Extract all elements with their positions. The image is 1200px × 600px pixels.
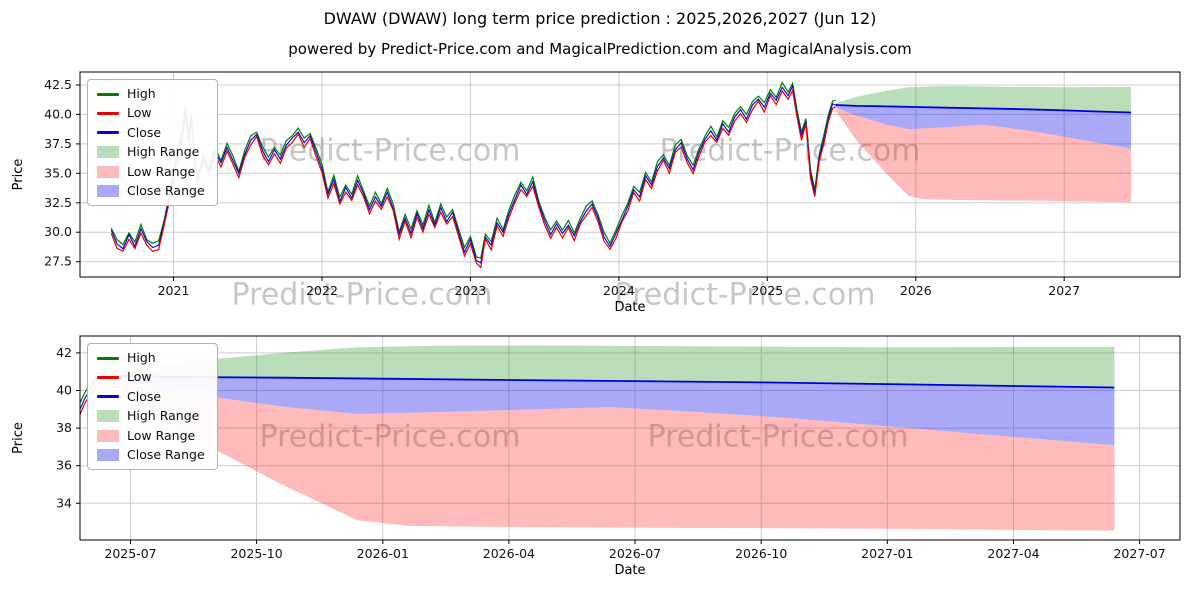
legend-line-swatch	[97, 376, 119, 380]
y-tick-label: 37.5	[44, 136, 72, 151]
top-chart-ticks	[76, 84, 1065, 281]
legend-patch-swatch	[97, 165, 119, 178]
bottom-chart-ticks	[76, 352, 1141, 544]
bottom-chart-series	[80, 345, 1115, 531]
legend-item-close-range: Close Range	[97, 182, 205, 198]
legend-item-high-range: High Range	[97, 408, 205, 424]
legend-item-label: Low Range	[127, 163, 196, 179]
x-tick-label: 2024	[603, 283, 635, 298]
y-tick-label: 34	[56, 495, 72, 510]
close-line-forecast	[110, 374, 1115, 389]
close-line-historical	[110, 84, 836, 264]
legend-patch-swatch	[97, 410, 119, 423]
legend-item-low: Low	[97, 105, 205, 121]
legend-item-label: Close	[127, 124, 162, 140]
page-subtitle: powered by Predict-Price.com and Magical…	[288, 40, 912, 58]
bottom-chart-ylabel: Price	[11, 422, 26, 454]
x-tick-label: 2027-01	[861, 546, 913, 561]
bottom-chart-grid	[80, 336, 1180, 540]
x-tick-label: 2026-07	[609, 546, 661, 561]
y-tick-label: 32.5	[44, 195, 72, 210]
legend-item-label: Low	[127, 369, 152, 385]
watermark-text: Predict-Price.com	[260, 134, 521, 169]
y-tick-label: 27.5	[44, 254, 72, 269]
high-line	[110, 81, 836, 259]
legend-patch-swatch	[97, 185, 119, 198]
x-tick-label: 2027	[1048, 283, 1080, 298]
y-tick-label: 36	[56, 458, 72, 473]
legend-patch-swatch	[97, 429, 119, 442]
y-tick-label: 38	[56, 420, 72, 435]
legend-item-label: High	[127, 86, 156, 101]
x-tick-label: 2022	[306, 283, 338, 298]
legend-item-high: High	[97, 350, 205, 365]
legend-line-swatch	[97, 112, 119, 116]
low-range-band	[110, 379, 1115, 531]
x-tick-label: 2025-10	[230, 546, 282, 561]
legend-item-close: Close	[97, 124, 205, 140]
x-tick-label: 2026-10	[735, 546, 787, 561]
low-line	[110, 88, 836, 269]
watermark-text: Predict-Price.com	[232, 278, 493, 313]
legend-item-low: Low	[97, 369, 205, 385]
legend-item-label: High Range	[127, 144, 200, 160]
top-chart-series	[110, 81, 1132, 269]
x-tick-label: 2023	[454, 283, 486, 298]
y-tick-label: 42.5	[44, 77, 72, 92]
legend-item-label: Low	[127, 105, 152, 121]
top-chart-frame	[79, 71, 1181, 278]
watermark-text: Predict-Price.com	[260, 420, 521, 455]
legend-item-high-range: High Range	[97, 144, 205, 160]
x-tick-label: 2025	[751, 283, 783, 298]
close-range-band	[835, 105, 1131, 149]
legend-item-label: High Range	[127, 408, 200, 424]
legend-item-low-range: Low Range	[97, 163, 205, 179]
legend-item-label: High	[127, 350, 156, 365]
y-tick-label: 35.0	[44, 165, 72, 180]
legend-item-label: Close Range	[127, 182, 205, 198]
top-chart-legend: High Low Close High Range Low Range Close Ran…	[87, 79, 218, 207]
y-tick-label: 40	[56, 383, 72, 398]
legend-patch-swatch	[97, 146, 119, 159]
legend-item-close: Close	[97, 388, 205, 404]
legend-item-label: Low Range	[127, 427, 196, 443]
legend-item-close-range: Close Range	[97, 446, 205, 462]
legend-item-high: High	[97, 86, 205, 101]
top-chart-tick-labels: 2021 2022 2023 2024 2025 2026 2027 27.5 30.0 32.5…	[44, 77, 1080, 298]
page-title: DWAW (DWAW) long term price prediction :…	[323, 9, 877, 28]
watermark-text: Predict-Price.com	[615, 278, 876, 313]
top-chart-xlabel: Date	[614, 300, 645, 315]
legend-line-swatch	[97, 131, 119, 135]
y-tick-label: 30.0	[44, 224, 72, 239]
legend-line-swatch	[97, 92, 119, 96]
y-tick-label: 40.0	[44, 106, 72, 121]
bottom-chart-xlabel: Date	[614, 563, 645, 578]
legend-item-low-range: Low Range	[97, 427, 205, 443]
x-tick-label: 2026	[900, 283, 932, 298]
x-tick-label: 2026-04	[483, 546, 535, 561]
x-tick-label: 2027-07	[1113, 546, 1165, 561]
top-chart-ylabel: Price	[11, 159, 26, 191]
x-tick-label: 2021	[158, 283, 190, 298]
x-tick-label: 2026-01	[357, 546, 409, 561]
high-range-band	[110, 345, 1115, 388]
x-tick-label: 2027-04	[987, 546, 1039, 561]
watermark-text: Predict-Price.com	[648, 420, 909, 455]
legend-line-swatch	[97, 395, 119, 399]
legend-patch-swatch	[97, 449, 119, 462]
bottom-chart-legend: High Low Close High Range Low Range Close Ran…	[87, 343, 218, 471]
close-range-band	[110, 375, 1115, 446]
legend-item-label: Close	[127, 388, 162, 404]
high-range-band	[835, 86, 1131, 113]
bottom-chart-frame	[79, 335, 1181, 541]
y-tick-label: 42	[56, 345, 72, 360]
legend-line-swatch	[97, 356, 119, 360]
close-line-forecast	[835, 104, 1132, 114]
legend-item-label: Close Range	[127, 446, 205, 462]
x-tick-label: 2025-07	[104, 546, 156, 561]
low-range-band	[835, 107, 1131, 203]
bottom-chart-tick-labels: 2025-07 2025-10 2026-01 2026-04 2026-07 2026-…	[56, 345, 1166, 561]
